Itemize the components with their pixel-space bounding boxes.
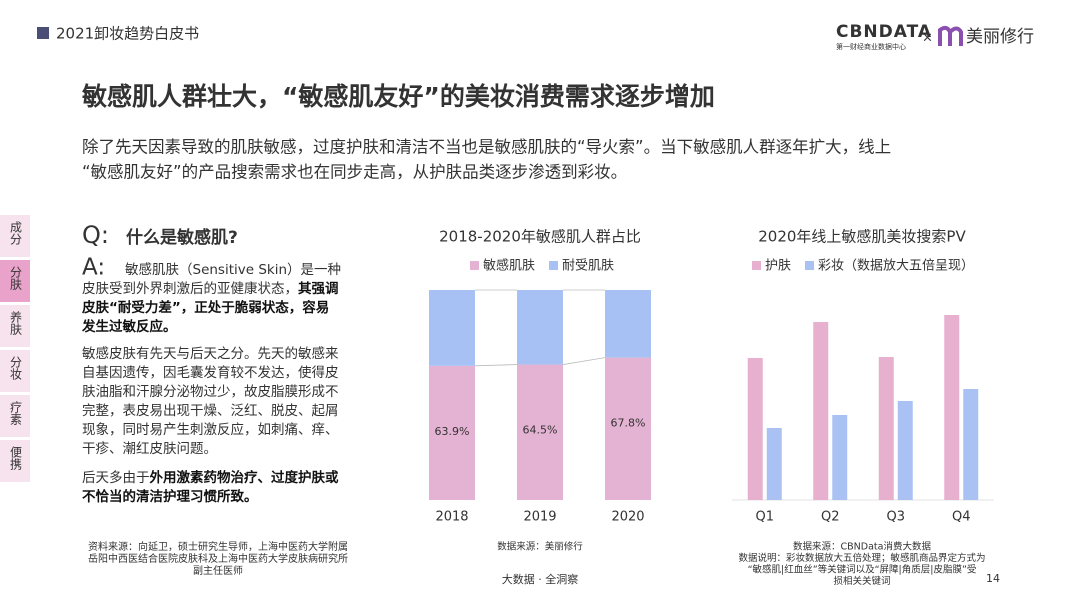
x-tick-label: Q1 xyxy=(755,510,774,525)
side-tab xyxy=(0,260,30,302)
bar-segment xyxy=(517,364,563,500)
x-tick-label: 2020 xyxy=(611,510,644,525)
chart-title: 2020年线上敏感肌美妆搜索PV xyxy=(758,228,966,246)
logo-sep: × xyxy=(922,31,933,46)
answer-span: 肤油脂和汗腺分泌物过少，故皮脂膜形成不 xyxy=(82,384,339,400)
answer-line: 敏感皮肤有先天与后天之分。先天的敏感来 xyxy=(82,345,339,362)
page-number: 14 xyxy=(986,572,1000,585)
side-tab xyxy=(0,215,30,257)
answer-span: 干疹、潮红皮肤问题。 xyxy=(82,441,217,457)
bar-segment xyxy=(605,290,651,358)
x-tick-label: Q3 xyxy=(886,510,905,525)
answer-span: 现象，同时易产生刺激反应，如刺痛、痒、 xyxy=(82,421,339,438)
answer-span: 不恰当的清洁护理习惯所致。 xyxy=(82,488,258,505)
answer-span: 其强调 xyxy=(298,281,339,297)
answer-line: 自基因遗传，因毛囊发育较不发达，使得皮 xyxy=(82,364,339,381)
source-note: 资料来源：向延卫，硕士研究生导师，上海中医药大学附属 xyxy=(88,540,348,553)
answer-line: 发生过敏反应。 xyxy=(81,318,177,335)
answer-span: 自基因遗传，因毛囊发育较不发达，使得皮 xyxy=(82,364,339,381)
bar-segment xyxy=(429,290,475,366)
intro-line: “敏感肌友好”的产品搜索需求也在同步走高，从护肤品类逐步渗透到彩妆。 xyxy=(82,163,627,182)
legend-label: 护肤 xyxy=(765,259,791,274)
report-name: 2021卸妆趋势白皮书 xyxy=(56,25,199,43)
bar xyxy=(832,415,848,500)
x-tick-label: 2018 xyxy=(435,510,468,525)
q-mark: Q: xyxy=(82,221,109,249)
value-label: 63.9% xyxy=(435,425,470,438)
bar xyxy=(944,315,960,500)
answer-line: 完整，表皮易出现干燥、泛红、脱皮、起屑 xyxy=(82,403,339,419)
bar xyxy=(878,357,894,500)
bar xyxy=(747,358,763,500)
footer-tagline: 大数据 · 全洞察 xyxy=(502,572,579,586)
answer-line: 皮肤受到外界刺激后的亚健康状态，其强调 xyxy=(82,280,339,297)
answer-line: 现象，同时易产生刺激反应，如刺痛、痒、 xyxy=(82,421,339,438)
source-note: 数据来源：美丽修行 xyxy=(497,541,583,553)
side-tab-label: 成分 xyxy=(9,221,23,246)
answer-line: 干疹、潮红皮肤问题。 xyxy=(82,441,217,457)
source-note: 副主任医师 xyxy=(193,564,243,577)
legend-label: 彩妆（数据放大五倍呈现） xyxy=(818,259,974,274)
legend-swatch xyxy=(752,261,761,270)
side-tab-label: 疗素 xyxy=(9,401,23,425)
value-label: 64.5% xyxy=(523,424,558,437)
source-note: 数据来源：CBNData消费大数据 xyxy=(793,541,931,553)
header-square xyxy=(37,27,49,39)
x-tick-label: Q2 xyxy=(821,510,840,525)
answer-span: 完整，表皮易出现干燥、泛红、脱皮、起屑 xyxy=(82,403,339,419)
answer-span: 外用激素药物治疗、过度护肤或 xyxy=(150,469,339,486)
slide-title: 敏感肌人群壮大，“敏感肌友好”的美妆消费需求逐步增加 xyxy=(81,82,715,111)
a-mark: A: xyxy=(82,255,105,281)
bar-segment xyxy=(605,357,651,500)
answer-span: 敏感肌肤（Sensitive Skin）是一种 xyxy=(125,261,341,278)
question: 什么是敏感肌? xyxy=(126,227,238,248)
connector xyxy=(562,357,606,365)
bar xyxy=(897,401,913,500)
answer-line: 肤油脂和汗腺分泌物过少，故皮脂膜形成不 xyxy=(82,384,339,400)
side-tab-label: 分肤 xyxy=(9,266,23,290)
answer-span: 敏感皮肤有先天与后天之分。先天的敏感来 xyxy=(82,345,339,362)
connector xyxy=(474,364,518,367)
source-note: 数据说明：彩妆数据放大五倍处理；敏感肌商品界定方式为 xyxy=(738,552,985,564)
side-tab xyxy=(0,395,30,437)
partner-name: 美丽修行 xyxy=(966,27,1034,47)
side-tab-label: 分妆 xyxy=(9,356,23,380)
x-tick-label: 2019 xyxy=(523,510,556,525)
legend-label: 耐受肌肤 xyxy=(562,259,614,274)
side-tab-label: 便携 xyxy=(9,446,23,471)
bar xyxy=(963,389,979,500)
bar-segment xyxy=(429,365,475,500)
legend-swatch xyxy=(549,261,559,270)
answer-line: 敏感肌肤（Sensitive Skin）是一种 xyxy=(125,261,341,278)
side-tab xyxy=(0,305,30,347)
answer-span: 发生过敏反应。 xyxy=(81,318,177,335)
legend-label: 敏感肌肤 xyxy=(483,258,535,274)
bar-segment xyxy=(517,290,563,365)
answer-line: 不恰当的清洁护理习惯所致。 xyxy=(82,488,258,505)
source-note: 损相关关键词 xyxy=(833,575,890,587)
side-tab-label: 养肤 xyxy=(9,310,23,335)
answer-span: 皮肤受到外界刺激后的亚健康状态， xyxy=(82,280,298,297)
source-note: 岳阳中西医结合医院皮肤科及上海中医药大学皮肤病研究所 xyxy=(88,552,348,565)
source-note: “敏感肌|红血丝”等关键词以及“屏障|角质层|皮脂膜”受 xyxy=(748,564,977,576)
bar xyxy=(813,322,829,500)
intro-line: 除了先天因素导致的肌肤敏感，过度护肤和清洁不当也是敏感肌肤的“导火索”。当下敏感… xyxy=(82,138,891,157)
answer-span: 后天多由于 xyxy=(82,469,150,486)
partner-logo xyxy=(938,25,963,46)
chart-title: 2018-2020年敏感肌人群占比 xyxy=(439,228,641,246)
logo-main: CBNDATA xyxy=(836,22,932,42)
x-tick-label: Q4 xyxy=(952,510,971,525)
legend-swatch xyxy=(805,261,815,270)
value-label: 67.8% xyxy=(611,417,646,430)
answer-line: 后天多由于外用激素药物治疗、过度护肤或 xyxy=(82,469,339,486)
bar xyxy=(766,428,782,500)
answer-span: 皮肤“耐受力差”，正处于脆弱状态，容易 xyxy=(82,299,329,316)
answer-line: 皮肤“耐受力差”，正处于脆弱状态，容易 xyxy=(82,299,329,316)
side-tab xyxy=(0,440,30,482)
logo-sub: 第一财经商业数据中心 xyxy=(836,42,906,51)
legend-swatch xyxy=(470,261,479,270)
side-tab xyxy=(0,350,30,392)
